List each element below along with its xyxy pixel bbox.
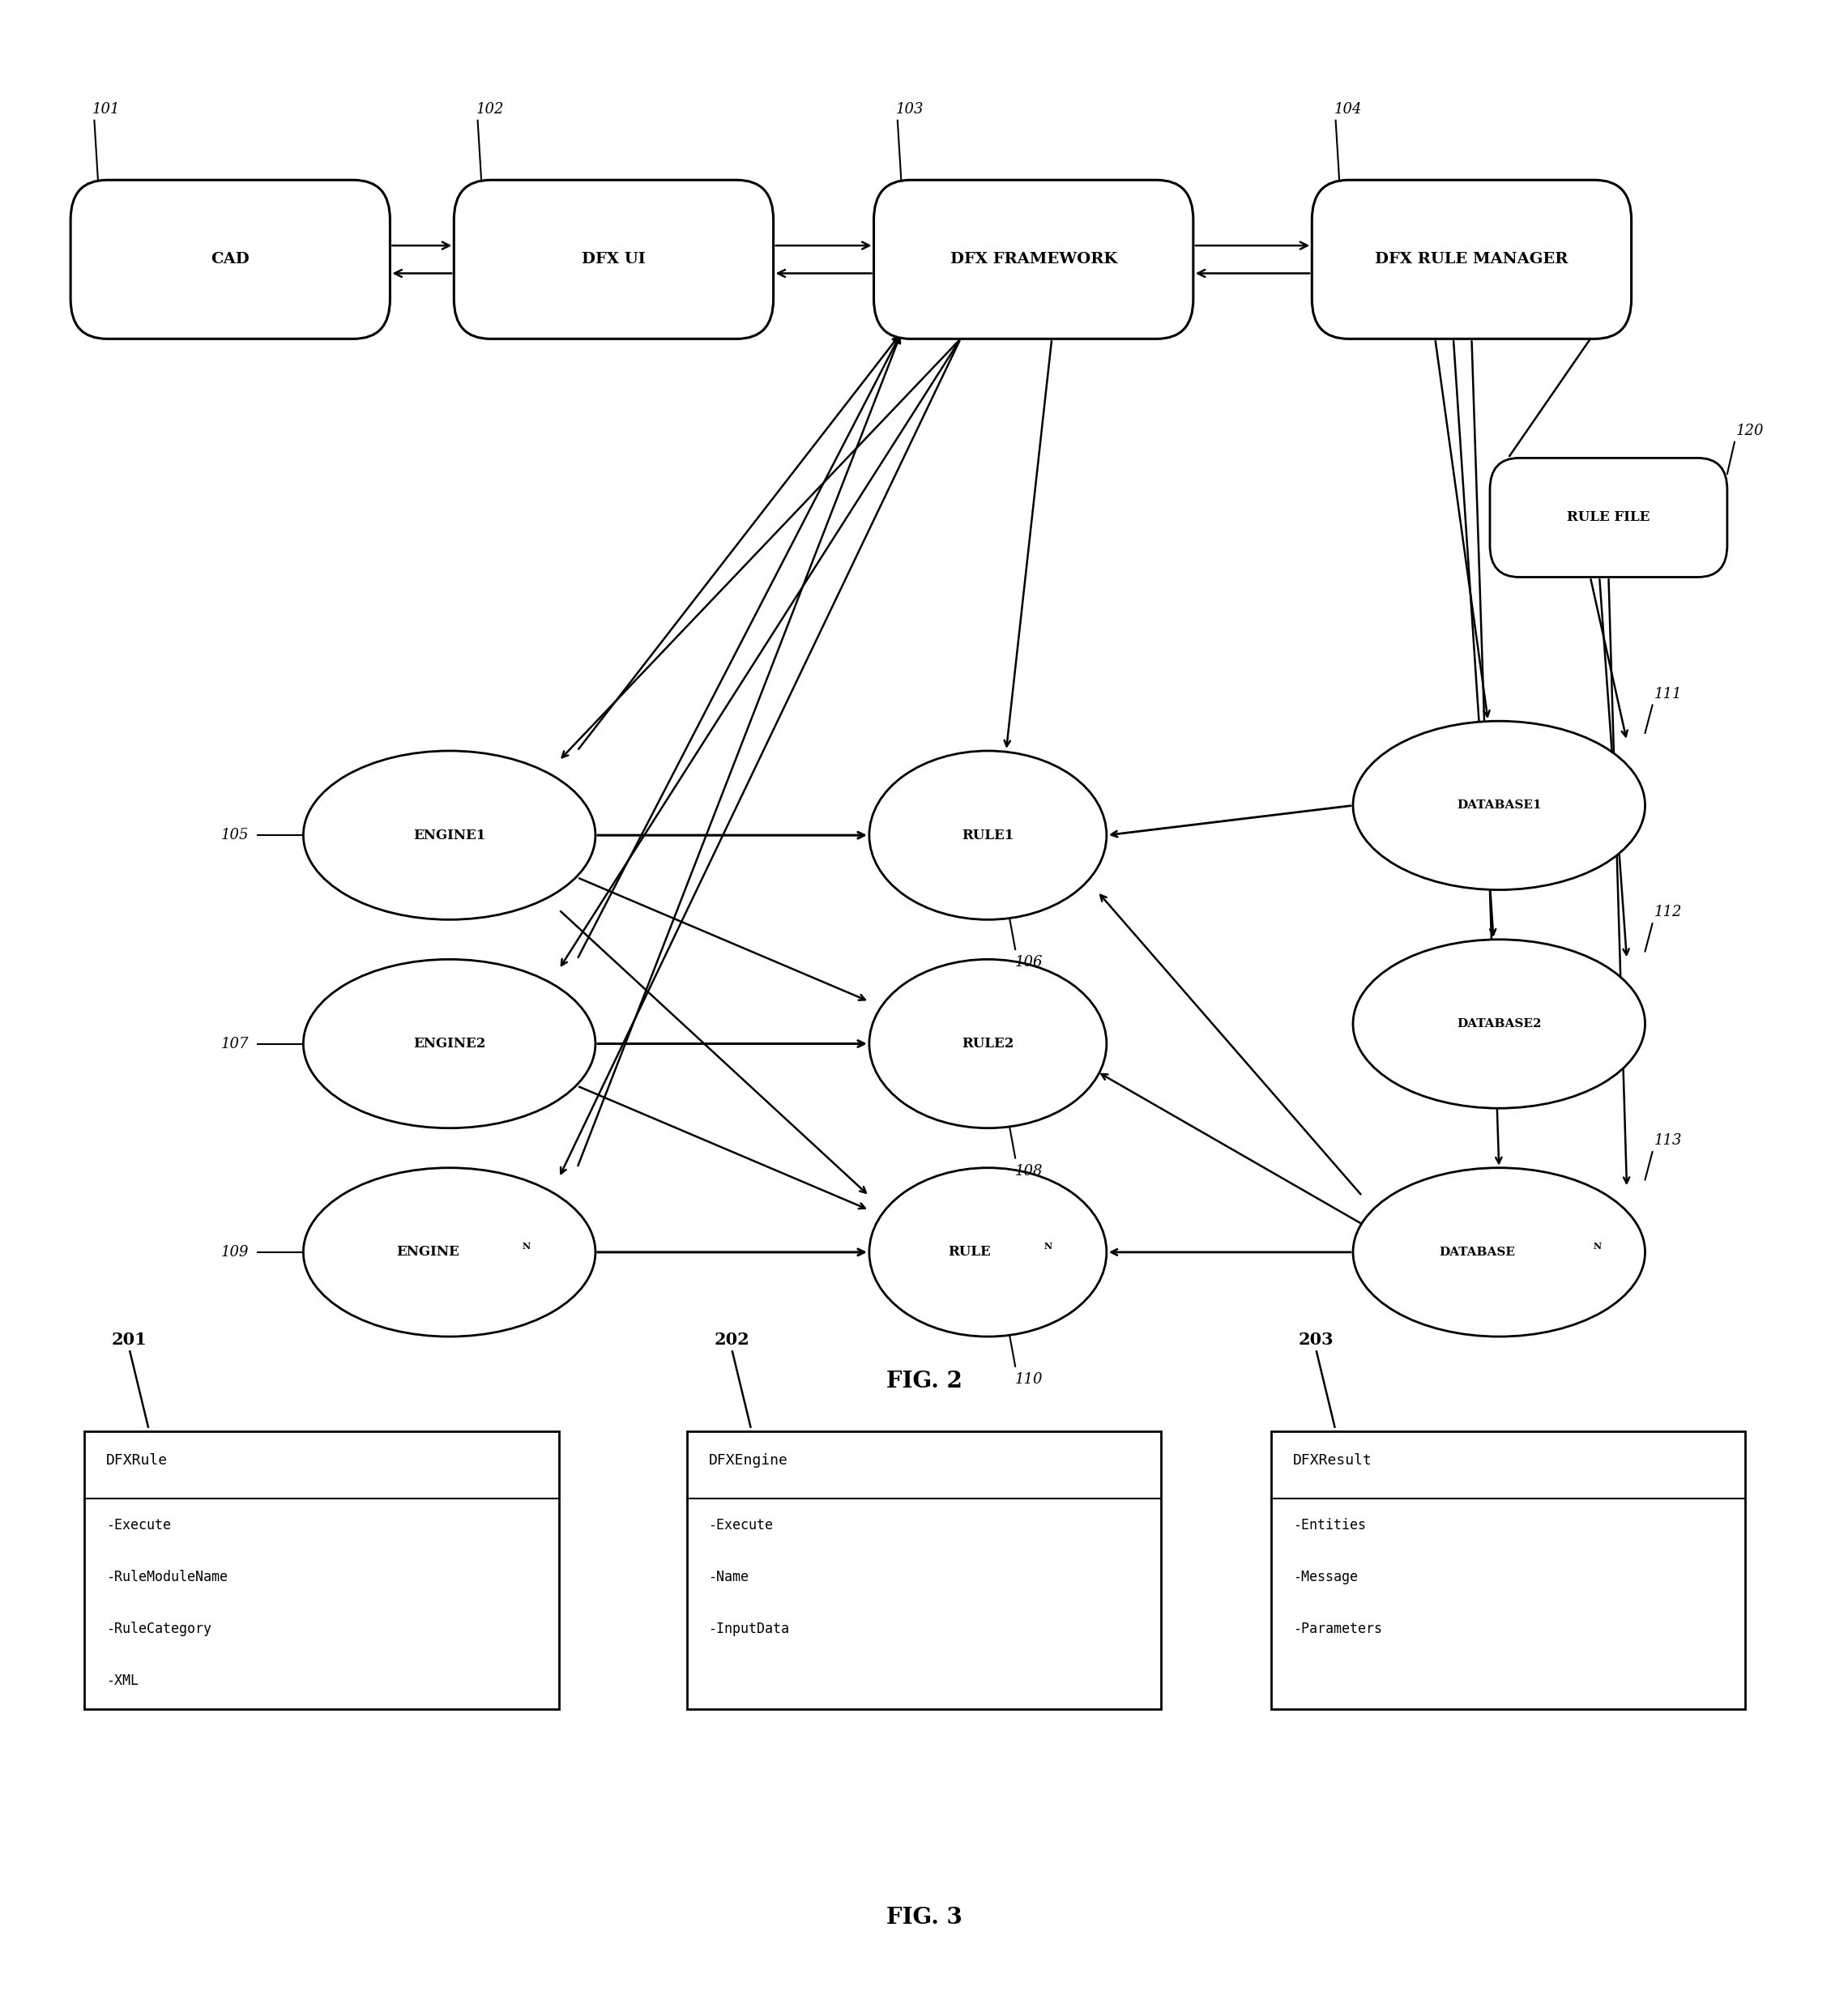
Text: -InputData: -InputData — [708, 1622, 789, 1637]
Ellipse shape — [303, 960, 595, 1128]
Text: ENGINE: ENGINE — [395, 1245, 458, 1259]
Text: -Parameters: -Parameters — [1294, 1622, 1382, 1637]
Text: 120: 120 — [1737, 424, 1765, 438]
Text: 102: 102 — [475, 102, 505, 116]
Text: RULE2: RULE2 — [961, 1036, 1015, 1050]
Text: DFX FRAMEWORK: DFX FRAMEWORK — [950, 253, 1116, 267]
Text: 111: 111 — [1654, 687, 1682, 701]
Text: 104: 104 — [1334, 102, 1362, 116]
Text: CAD: CAD — [211, 253, 249, 267]
Text: 109: 109 — [220, 1245, 249, 1259]
Text: -Name: -Name — [708, 1570, 748, 1584]
Text: DFX RULE MANAGER: DFX RULE MANAGER — [1375, 253, 1569, 267]
Text: DFX UI: DFX UI — [582, 253, 645, 267]
Ellipse shape — [1353, 940, 1645, 1108]
Text: 105: 105 — [220, 827, 249, 843]
Text: -Execute: -Execute — [708, 1518, 774, 1532]
Text: 110: 110 — [1015, 1371, 1044, 1388]
Text: RULE: RULE — [948, 1245, 991, 1259]
Text: 202: 202 — [713, 1331, 750, 1347]
Text: DATABASE: DATABASE — [1440, 1247, 1515, 1257]
Text: N: N — [1044, 1241, 1052, 1251]
Text: 106: 106 — [1015, 956, 1044, 970]
Text: -Message: -Message — [1294, 1570, 1358, 1584]
Text: 112: 112 — [1654, 906, 1682, 920]
Ellipse shape — [303, 1169, 595, 1337]
Text: 108: 108 — [1015, 1165, 1044, 1179]
Text: N: N — [1593, 1241, 1602, 1251]
Ellipse shape — [869, 751, 1107, 920]
FancyBboxPatch shape — [70, 181, 390, 339]
Text: DATABASE2: DATABASE2 — [1456, 1018, 1541, 1030]
Text: -RuleCategory: -RuleCategory — [105, 1622, 211, 1637]
Text: 113: 113 — [1654, 1133, 1682, 1149]
Ellipse shape — [303, 751, 595, 920]
Text: 101: 101 — [92, 102, 120, 116]
FancyBboxPatch shape — [455, 181, 774, 339]
FancyBboxPatch shape — [687, 1432, 1161, 1709]
Ellipse shape — [1353, 1169, 1645, 1337]
Text: -RuleModuleName: -RuleModuleName — [105, 1570, 227, 1584]
Text: -XML: -XML — [105, 1673, 139, 1687]
Text: RULE1: RULE1 — [961, 829, 1015, 841]
Text: DFXResult: DFXResult — [1294, 1454, 1371, 1468]
Text: -Execute: -Execute — [105, 1518, 172, 1532]
FancyBboxPatch shape — [1312, 181, 1632, 339]
FancyBboxPatch shape — [1271, 1432, 1746, 1709]
FancyBboxPatch shape — [85, 1432, 558, 1709]
Text: DFXRule: DFXRule — [105, 1454, 168, 1468]
Ellipse shape — [869, 960, 1107, 1128]
Text: 107: 107 — [220, 1036, 249, 1050]
Text: 201: 201 — [111, 1331, 148, 1347]
Text: DATABASE1: DATABASE1 — [1456, 799, 1541, 811]
Text: N: N — [521, 1241, 530, 1251]
Text: 203: 203 — [1299, 1331, 1334, 1347]
Text: RULE FILE: RULE FILE — [1567, 510, 1650, 524]
Text: DFXEngine: DFXEngine — [708, 1454, 787, 1468]
Ellipse shape — [1353, 721, 1645, 890]
Text: ENGINE1: ENGINE1 — [414, 829, 486, 841]
Text: 103: 103 — [896, 102, 924, 116]
FancyBboxPatch shape — [874, 181, 1194, 339]
Ellipse shape — [869, 1169, 1107, 1337]
Text: -Entities: -Entities — [1294, 1518, 1366, 1532]
FancyBboxPatch shape — [1489, 458, 1728, 576]
Text: FIG. 2: FIG. 2 — [885, 1369, 963, 1392]
Text: ENGINE2: ENGINE2 — [414, 1036, 486, 1050]
Text: FIG. 3: FIG. 3 — [885, 1906, 963, 1928]
